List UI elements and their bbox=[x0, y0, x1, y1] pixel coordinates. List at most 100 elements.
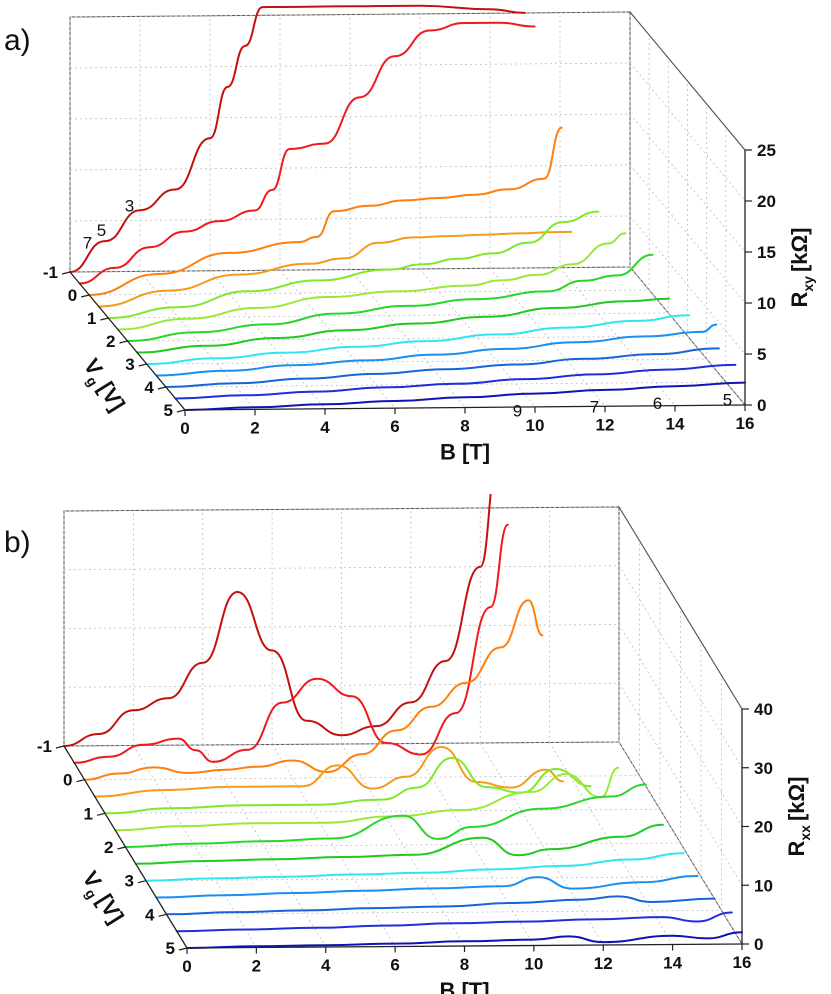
gridline-floor-vg bbox=[127, 335, 688, 342]
gridline-back-z bbox=[69, 215, 631, 222]
series-line-vg-1 bbox=[107, 210, 600, 319]
z-axis-title-unit: [kΩ] bbox=[787, 228, 812, 273]
x-tick-label: 8 bbox=[460, 417, 469, 436]
z-tick-label: 5 bbox=[757, 345, 766, 364]
top-edge bbox=[618, 506, 743, 710]
vg-tick-label: 5 bbox=[166, 939, 175, 958]
z-tick-label: 15 bbox=[757, 243, 776, 262]
x-tick-label: 2 bbox=[250, 418, 259, 437]
gridline-back-z bbox=[69, 62, 631, 69]
z-axis-title-sub: xy bbox=[800, 276, 816, 292]
vg-tick bbox=[100, 317, 109, 321]
vg-tick-label: 1 bbox=[87, 309, 96, 328]
annotation-label: i=1 bbox=[254, 0, 277, 3]
z-axis-title: Rxx [kΩ] bbox=[784, 777, 813, 857]
z-axis-title: Rxy [kΩ] bbox=[787, 228, 816, 308]
gridline-back-z bbox=[69, 113, 631, 120]
x-tick-label: 10 bbox=[524, 955, 543, 974]
x-tick-label: 4 bbox=[321, 956, 331, 975]
z-axis-title-main: R bbox=[787, 292, 812, 308]
z-tick-label: 20 bbox=[757, 192, 776, 211]
vg-tick bbox=[176, 409, 186, 413]
x-axis-title: B [T] bbox=[439, 978, 489, 994]
x-tick-label: 4 bbox=[320, 418, 330, 437]
series-line-vg-0_5 bbox=[93, 746, 564, 798]
x-tick-label: 0 bbox=[182, 957, 191, 976]
x-tick-label: 14 bbox=[663, 954, 682, 973]
z-tick-label: 0 bbox=[757, 396, 766, 415]
annotation-label: 3 bbox=[125, 196, 134, 215]
series-line-vg-m0_5 bbox=[73, 523, 509, 764]
vg-axis-title: Vg[V] bbox=[74, 867, 129, 930]
right-wall bbox=[629, 10, 746, 407]
x-tick-label: 8 bbox=[460, 955, 469, 974]
series-line-vg-4_5 bbox=[174, 363, 737, 400]
gridline-floor-vg bbox=[108, 312, 669, 319]
series-line-vg-0_5 bbox=[97, 230, 573, 308]
x-tick-label: 12 bbox=[596, 415, 615, 434]
vg-tick bbox=[61, 271, 71, 275]
gridline-right-z bbox=[618, 683, 743, 886]
series-line-vg-2 bbox=[124, 783, 647, 848]
series-line-vg-2 bbox=[126, 253, 654, 342]
x-tick-label: 16 bbox=[733, 953, 752, 972]
rxx-3d-chart: b) 0 2 4 6 8 10 12 14 16B [T]-1012345Vg[V]010203… bbox=[4, 494, 813, 994]
x-tick-label: 10 bbox=[526, 416, 545, 435]
x-axis-title: B [T] bbox=[440, 440, 490, 465]
z-axis-title-sub: xx bbox=[797, 825, 813, 841]
series-line-vg-m0_5 bbox=[78, 21, 536, 285]
z-axis-title-unit: [kΩ] bbox=[784, 777, 809, 822]
z-tick-label: 40 bbox=[754, 700, 773, 719]
vg-tick-label: 0 bbox=[68, 286, 77, 305]
series-line-vg-1_5 bbox=[116, 232, 627, 331]
series-line-vg-3_5 bbox=[155, 875, 699, 899]
vg-tick bbox=[119, 340, 128, 344]
series-line-vg-5 bbox=[186, 931, 743, 949]
vg-axis-title: Vg[V] bbox=[75, 354, 130, 417]
vg-tick-label: -1 bbox=[43, 263, 58, 282]
vg-axis-title-unit: [V] bbox=[92, 890, 129, 928]
z-tick-label: 30 bbox=[754, 759, 773, 778]
series-line-vg-2_5 bbox=[134, 823, 664, 865]
series-line-vg-1 bbox=[104, 757, 592, 815]
panel-label-b: b) bbox=[4, 526, 31, 559]
vg-tick-label: 5 bbox=[164, 401, 173, 420]
series-line-vg-5 bbox=[184, 381, 746, 411]
vg-tick-label: 1 bbox=[84, 804, 93, 823]
vg-tick bbox=[137, 880, 147, 884]
series-line-vg-4 bbox=[165, 895, 716, 916]
x-tick-label: 6 bbox=[390, 956, 399, 975]
vg-tick-label: -1 bbox=[37, 737, 52, 756]
z-tick-label: 10 bbox=[754, 876, 773, 895]
series-line-vg-3 bbox=[145, 852, 685, 882]
series-line-vg-1_5 bbox=[114, 766, 620, 832]
gridline-floor-vg bbox=[69, 266, 631, 273]
panel-label-a: a) bbox=[4, 24, 31, 57]
series-line-vg-4 bbox=[164, 347, 720, 388]
vg-tick bbox=[178, 947, 188, 951]
annotation-label: 7 bbox=[590, 397, 599, 416]
series-line-vg-4_5 bbox=[175, 911, 733, 933]
series-line-vg-m1 bbox=[69, 4, 526, 273]
vg-tick-label: 4 bbox=[145, 905, 155, 924]
vg-tick bbox=[157, 386, 166, 390]
panel-a-chart: a) 0 2 4 6 8 10 12 14 16 B [T] -1 0 1 2 3 4 5 Vg[V] 0 5 10 15… bbox=[0, 0, 831, 470]
vg-axis-title-unit: [V] bbox=[93, 377, 130, 415]
annotation-label: 5 bbox=[97, 221, 106, 240]
vg-tick bbox=[76, 779, 85, 783]
right-wall bbox=[618, 505, 743, 946]
x-tick-label: 12 bbox=[594, 954, 613, 973]
vg-tick bbox=[96, 812, 106, 816]
vg-tick-label: 4 bbox=[144, 378, 154, 397]
vg-tick bbox=[158, 913, 167, 917]
panel-b-chart: b) 0 2 4 6 8 10 12 14 16 B [T] -1 0 1 2 3 4 5 Vg[V] 0 10 20 3… bbox=[0, 494, 831, 994]
x-tick-label: 0 bbox=[180, 419, 189, 438]
vg-tick-label: 3 bbox=[125, 872, 134, 891]
z-tick-label: 25 bbox=[757, 141, 776, 160]
annotation-label: 5 bbox=[723, 390, 732, 409]
z-tick-label: 20 bbox=[754, 818, 773, 837]
x-tick-label: 6 bbox=[390, 417, 399, 436]
annotation-label: 7 bbox=[83, 234, 92, 253]
gridline-floor-vg bbox=[146, 358, 707, 365]
